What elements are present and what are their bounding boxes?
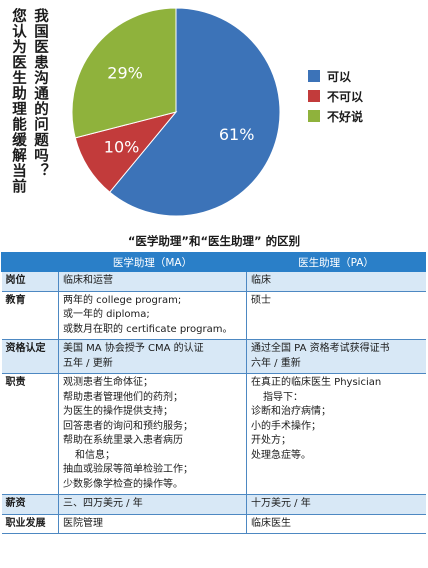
cell-line: 帮助在系统里录入患者病历 <box>63 435 183 446</box>
ma-cell: 三、四万美元 / 年 <box>58 494 247 515</box>
ma-cell: 观测患者生命体征； 帮助患者管理他们的药剂； 为医生的操作提供支持； 回答患者的询问和… <box>58 373 247 495</box>
cell-line: 指导下： <box>263 391 303 403</box>
pa-cell: 在真正的临床医生 Physician 指导下： 诊断和治疗病情； 小的手术操作； 开处方… <box>246 373 426 495</box>
cell-line: 五年 / 更新 <box>63 357 113 369</box>
cell-line: 美国 MA 协会授予 CMA 的认证 <box>63 343 204 354</box>
table-row: 薪资 三、四万美元 / 年 十万美元 / 年 <box>1 494 426 515</box>
pa-cell: 通过全国 PA 资格考试获得证书 六年 / 重新 <box>246 339 426 374</box>
ma-cell: 医院管理 <box>58 513 247 534</box>
cell-line: 或一年的 diploma; <box>63 309 150 320</box>
cell-line: 六年 / 重新 <box>251 357 301 369</box>
cell-line: 诊断和治疗病情； <box>251 406 331 417</box>
row-heading: 职业发展 <box>1 513 59 534</box>
chart-question-line-1: 您认为医生助理能缓解当前 <box>10 8 26 194</box>
legend-swatch <box>308 90 320 102</box>
table-row: 职业发展 医院管理 临床医生 <box>1 513 426 534</box>
cell-line: 临床医生 <box>251 517 291 529</box>
slice-value-label: 61% <box>219 125 255 144</box>
slice-unsure <box>71 7 177 139</box>
ma-cell: 两年的 college program; 或一年的 diploma; 或数月在职的 … <box>58 290 247 340</box>
cell-line: 临床 <box>251 275 271 286</box>
pa-cell: 硕士 <box>246 290 426 340</box>
cell-line: 处理急症等。 <box>251 449 311 461</box>
table-row: 职责 观测患者生命体征； 帮助患者管理他们的药剂； 为医生的操作提供支持； 回答患者的询… <box>1 373 426 495</box>
slice-yes <box>109 7 281 217</box>
slice-value-label: 29% <box>107 63 143 82</box>
cell-line: 临床和运营 <box>63 275 113 286</box>
cell-line: 抽血或验尿等简单检验工作； <box>63 464 193 475</box>
legend-label: 不可以 <box>327 89 364 104</box>
pa-cell: 十万美元 / 年 <box>246 494 426 515</box>
pie-chart-area: 您认为医生助理能缓解当前 我国医患沟通的问题吗？ 61% 10% 29% 可以不可以… <box>0 0 428 228</box>
row-heading: 岗位 <box>1 271 59 292</box>
slice-value-label: 10% <box>104 138 140 157</box>
pie-chart: 61% 10% 29% <box>71 7 281 217</box>
cell-line: 为医生的操作提供支持； <box>63 406 173 417</box>
cell-line: 回答患者的询问和预约服务； <box>63 420 193 432</box>
legend-label: 可以 <box>327 69 352 84</box>
cell-line: 开处方； <box>251 435 291 446</box>
header-ma: 医学助理（MA） <box>58 252 247 272</box>
pa-cell: 临床 <box>246 271 426 292</box>
cell-line: 两年的 college program; <box>63 294 182 306</box>
ma-cell: 美国 MA 协会授予 CMA 的认证 五年 / 更新 <box>58 339 247 374</box>
cell-line: 帮助患者管理他们的药剂； <box>63 391 183 403</box>
table-row: 岗位 临床和运营 临床 <box>1 271 426 292</box>
chart-legend: 可以 不可以 不好说 <box>308 66 363 126</box>
row-heading: 教育 <box>1 290 59 340</box>
chart-question-line-2: 我国医患沟通的问题吗？ <box>32 8 48 179</box>
legend-label: 不好说 <box>327 109 364 124</box>
table-title: “医学助理”和“医生助理” 的区别 <box>127 234 301 248</box>
legend-item: 不可以 <box>308 86 363 106</box>
cell-line: 少数影像学检查的操作等。 <box>63 478 183 490</box>
ma-cell: 临床和运营 <box>58 271 247 292</box>
table-row: 资格认定 美国 MA 协会授予 CMA 的认证 五年 / 更新 通过全国 PA 资格考… <box>1 339 426 374</box>
cell-line: 观测患者生命体征； <box>63 377 153 388</box>
table-row: 教育 两年的 college program; 或一年的 diploma; 或数月在职… <box>1 290 426 340</box>
comparison-table: 医学助理（MA） 医生助理（PA） 岗位 临床和运营 临床教育 两年的 college… <box>1 252 426 534</box>
cell-line: 和信息； <box>75 449 115 461</box>
cell-line: 三、四万美元 / 年 <box>63 498 143 509</box>
row-heading: 职责 <box>1 373 59 495</box>
cell-line: 或数月在职的 certificate program。 <box>63 323 233 335</box>
pa-cell: 临床医生 <box>246 513 426 534</box>
table-header-row: 医学助理（MA） 医生助理（PA） <box>1 252 426 272</box>
cell-line: 在真正的临床医生 Physician <box>251 377 382 388</box>
legend-item: 可以 <box>308 66 363 86</box>
cell-line: 硕士 <box>251 294 271 306</box>
legend-swatch <box>308 110 320 122</box>
legend-item: 不好说 <box>308 106 363 126</box>
row-heading: 薪资 <box>1 494 59 515</box>
row-heading: 资格认定 <box>1 339 59 374</box>
cell-line: 医院管理 <box>63 517 103 529</box>
cell-line: 十万美元 / 年 <box>251 498 311 509</box>
header-pa: 医生助理（PA） <box>246 252 426 272</box>
legend-swatch <box>308 70 320 82</box>
cell-line: 小的手术操作； <box>251 420 321 432</box>
header-empty <box>1 252 59 272</box>
cell-line: 通过全国 PA 资格考试获得证书 <box>251 343 390 354</box>
